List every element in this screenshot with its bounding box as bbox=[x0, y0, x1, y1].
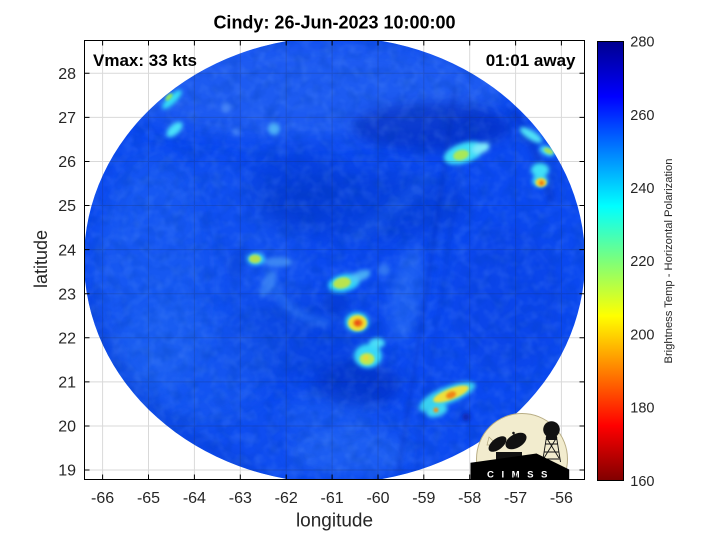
svg-text:-58: -58 bbox=[458, 490, 481, 507]
svg-text:26: 26 bbox=[58, 154, 76, 171]
svg-text:23: 23 bbox=[58, 286, 76, 303]
svg-text:Brightness Temp - Horizontal P: Brightness Temp - Horizontal Polarizatio… bbox=[663, 159, 675, 364]
svg-text:-60: -60 bbox=[366, 490, 389, 507]
svg-text:-61: -61 bbox=[321, 490, 344, 507]
svg-text:-66: -66 bbox=[91, 490, 114, 507]
svg-text:CIMSS: CIMSS bbox=[487, 470, 555, 481]
svg-text:Cindy: 26-Jun-2023 10:00:00: Cindy: 26-Jun-2023 10:00:00 bbox=[213, 13, 455, 33]
svg-text:180: 180 bbox=[630, 401, 654, 417]
svg-text:-63: -63 bbox=[229, 490, 252, 507]
svg-text:latitude: latitude bbox=[31, 230, 51, 288]
svg-text:-59: -59 bbox=[412, 490, 435, 507]
svg-text:27: 27 bbox=[58, 110, 76, 127]
svg-text:260: 260 bbox=[630, 108, 654, 124]
svg-text:longitude: longitude bbox=[296, 511, 373, 532]
svg-text:200: 200 bbox=[630, 327, 654, 343]
svg-text:-62: -62 bbox=[275, 490, 298, 507]
svg-text:25: 25 bbox=[58, 198, 76, 215]
svg-text:Vmax: 33 kts: Vmax: 33 kts bbox=[93, 51, 197, 70]
svg-text:-57: -57 bbox=[504, 490, 527, 507]
svg-text:20: 20 bbox=[58, 419, 76, 436]
svg-text:280: 280 bbox=[630, 35, 654, 51]
svg-text:21: 21 bbox=[58, 375, 76, 392]
svg-text:160: 160 bbox=[630, 474, 654, 490]
svg-text:19: 19 bbox=[58, 463, 76, 480]
svg-text:01:01 away: 01:01 away bbox=[486, 51, 576, 70]
svg-text:220: 220 bbox=[630, 254, 654, 270]
svg-text:24: 24 bbox=[58, 242, 76, 259]
svg-text:-56: -56 bbox=[550, 490, 573, 507]
svg-text:-64: -64 bbox=[183, 490, 206, 507]
svg-text:-65: -65 bbox=[137, 490, 160, 507]
svg-text:22: 22 bbox=[58, 331, 76, 348]
svg-text:240: 240 bbox=[630, 181, 654, 197]
svg-text:28: 28 bbox=[58, 66, 76, 83]
